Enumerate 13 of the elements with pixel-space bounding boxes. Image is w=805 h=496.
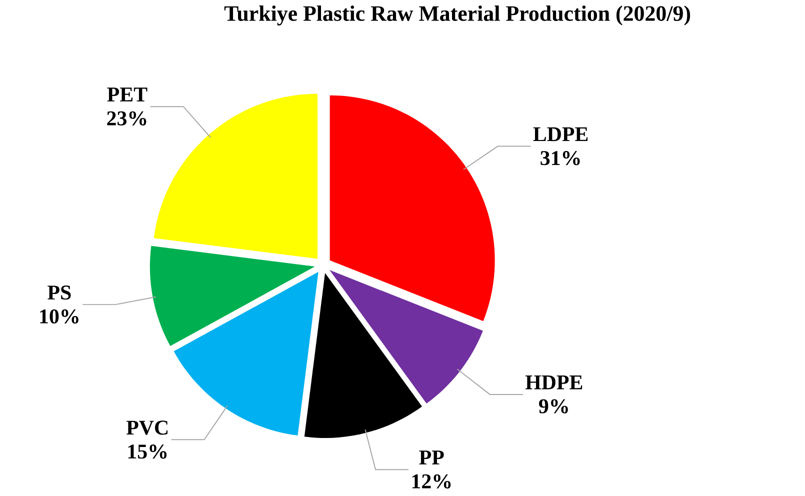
slice-label: PVC: [126, 420, 168, 435]
slice-label: PS: [48, 286, 71, 300]
data-label: 9%: [539, 399, 568, 414]
data-label: 10%: [40, 309, 78, 324]
data-label: 31%: [540, 151, 580, 166]
slice-label: LDPE: [533, 127, 588, 142]
slice-label: PET: [107, 88, 148, 102]
slice-label: PP: [419, 450, 444, 464]
slice-label: HDPE: [525, 375, 582, 390]
data-label: 15%: [128, 444, 167, 459]
data-label: 12%: [412, 474, 451, 489]
chart-title: Turkiye Plastic Raw Material Production (2020/9): [224, 6, 690, 26]
data-label: 23%: [107, 111, 146, 126]
